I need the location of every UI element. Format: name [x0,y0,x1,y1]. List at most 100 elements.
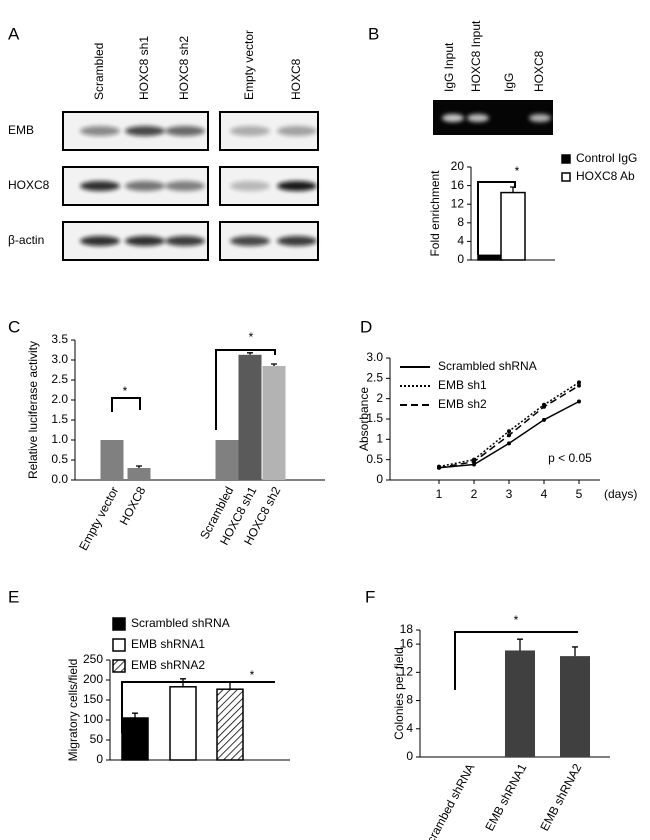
y-tick-label: 0.0 [51,472,68,486]
panel-label: D [360,317,372,336]
annotation: * [250,668,255,682]
point [472,462,476,467]
significance-bracket [121,681,275,733]
lane-label: Empty vector [242,30,256,100]
blot-band [277,181,317,191]
annotation: * [249,330,254,344]
lane-label: IgG Input [442,42,456,92]
y-tick-label: 1.0 [51,432,68,446]
legend-swatch [561,154,571,164]
legend-swatch [112,617,126,631]
blot-band [125,126,165,136]
blot-band [529,114,551,122]
y-tick-label: 12 [451,196,465,210]
point [542,404,546,409]
annotation: p < 0.05 [548,451,592,465]
y-tick-label: 100 [83,712,103,726]
y-axis-label: Relative luciferase activity [26,341,40,479]
legend-label: HOXC8 Ab [576,169,635,183]
panel-label: A [8,24,20,43]
significance-bracket [215,349,276,430]
lane-label: HOXC8 [532,50,546,92]
legend-label: Scrambled shRNA [131,616,230,630]
y-axis-label: Fold enrichment [428,170,442,257]
lane-label: Scrambled [92,43,106,100]
y-tick-label: 50 [90,732,104,746]
y-tick-label: 200 [83,672,103,686]
x-axis-label: (days) [604,487,637,501]
x-tick-label: Scrambed shRNA [420,761,477,840]
annotation: * [123,384,128,398]
y-tick-label: 1 [376,432,383,446]
bar [477,254,503,261]
y-axis-label: Absorbance [357,387,371,451]
blot-band [165,236,205,246]
point [507,429,511,434]
y-tick-label: 12 [400,665,414,679]
error-bar [271,363,277,366]
y-tick-label: 0.5 [51,452,68,466]
lane-label: HOXC8 sh1 [137,36,151,100]
panel-label: E [8,587,19,606]
blot-band [467,114,489,122]
significance-bracket [477,181,516,255]
bar [238,354,262,480]
x-tick-label: EMB shRNA1 [482,761,529,833]
legend-label: Scrambled shRNA [438,359,537,373]
blot-band [125,181,165,191]
annotation: * [514,613,519,627]
blot-band [277,236,317,246]
blot-band [80,181,120,191]
lane-label: IgG [502,73,516,92]
annotation: * [515,164,520,178]
blot-band [80,126,120,136]
row-label: HOXC8 [8,178,50,192]
error-bar [132,712,138,718]
blot-band [277,126,317,136]
x-tick-label: Empty vector [76,484,121,552]
point [577,383,581,388]
lane-label: HOXC8 [289,58,303,100]
y-tick-label: 0 [457,252,464,266]
significance-bracket [111,397,141,412]
bar [121,717,149,761]
blot-band [442,114,464,122]
bar [262,366,286,480]
blot-band [230,236,270,246]
blot-band [230,181,270,191]
legend-swatch [112,659,126,673]
x-tick-label: HOXC8 [117,484,149,527]
error-bar [510,186,516,193]
y-tick-label: 16 [451,178,465,192]
bar [216,688,244,761]
y-tick-label: 8 [406,693,413,707]
legend-swatch [561,172,571,182]
row-label: β-actin [8,233,44,247]
bar [500,191,526,261]
y-tick-label: 4 [457,234,464,248]
y-tick-label: 250 [83,652,103,666]
y-tick-label: 2 [376,391,383,405]
y-tick-label: 150 [83,692,103,706]
bar [505,650,535,757]
y-tick-label: 1.5 [51,412,68,426]
lane-label: HOXC8 Input [469,20,483,92]
y-tick-label: 3.0 [366,350,383,364]
y-tick-label: 8 [457,215,464,229]
y-tick-label: 1.5 [366,411,383,425]
legend-swatch [112,638,126,652]
bar [127,468,151,480]
x-tick-label: 3 [506,487,513,501]
blot-band [165,126,205,136]
bar [215,440,239,480]
y-tick-label: 2.0 [51,392,68,406]
error-bar [247,352,253,355]
point [507,441,511,446]
legend-label: EMB sh2 [438,397,487,411]
error-bar [136,465,142,468]
blot-band [80,236,120,246]
y-tick-label: 0 [96,752,103,766]
y-tick-label: 0.5 [366,452,383,466]
error-bar [572,646,578,657]
